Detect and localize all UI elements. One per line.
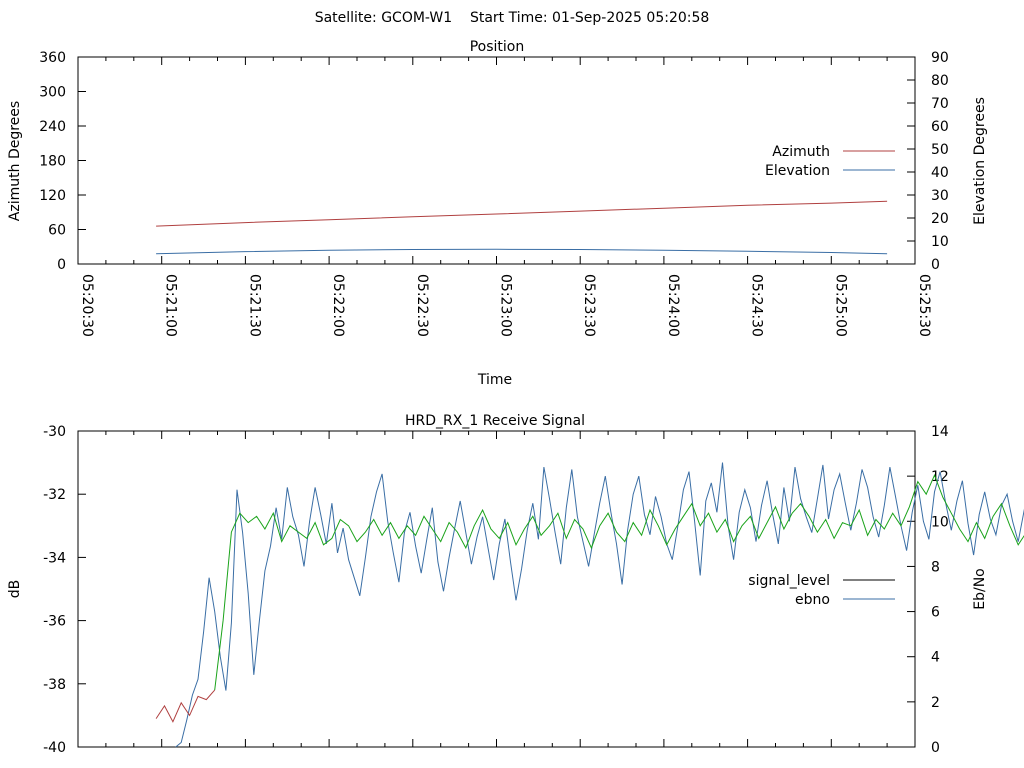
x-tick-label: 05:23:30 [581, 274, 597, 337]
legend-label-ebno: ebno [795, 592, 830, 608]
position-x-axis-label: Time [477, 372, 512, 388]
position-plot-border [77, 56, 916, 265]
y-tick-label: 240 [39, 119, 66, 135]
elevation-line [156, 248, 888, 255]
y-tick-label: 360 [39, 50, 66, 66]
x-tick-label: 05:20:30 [79, 274, 95, 337]
signal-level-line-acquisition [155, 689, 216, 723]
y-tick-label: -30 [43, 424, 66, 440]
x-tick-label: 05:24:00 [665, 274, 681, 337]
receive-signal-y-axis-label: dB [7, 580, 23, 599]
y2-tick-label: 10 [931, 234, 949, 250]
y-tick-label: 180 [39, 154, 66, 170]
position-y-axis-label: Azimuth Degrees [7, 101, 23, 221]
receive-signal-chart-title: HRD_RX_1 Receive Signal [405, 413, 585, 429]
y-tick-label: -38 [43, 677, 66, 693]
header-title: Satellite: GCOM-W1 Start Time: 01-Sep-20… [315, 10, 710, 26]
position-chart-title: Position [470, 39, 525, 55]
position-panel: Position 0 60 120 180 240 300 360 0 10 20 30 40 50 60… [7, 39, 988, 388]
y2-tick-label: 30 [931, 188, 949, 204]
y-tick-label: 120 [39, 188, 66, 204]
x-tick-label: 05:21:00 [163, 274, 179, 337]
y2-tick-label: 40 [931, 165, 949, 181]
y2-tick-label: 0 [931, 740, 940, 756]
y2-tick-label: 0 [931, 257, 940, 273]
legend-label-azimuth: Azimuth [772, 144, 830, 160]
x-tick-label: 05:23:00 [498, 274, 514, 337]
y2-tick-label: 6 [931, 605, 940, 621]
azimuth-line [156, 200, 888, 227]
receive-signal-y2-axis-label: Eb/No [972, 568, 988, 610]
x-tick-label: 05:25:30 [916, 274, 932, 337]
position-y2-axis-label: Elevation Degrees [972, 97, 988, 225]
y2-tick-label: 80 [931, 73, 949, 89]
position-legend: Azimuth Elevation [765, 144, 895, 179]
y2-tick-label: 2 [931, 695, 940, 711]
y2-tick-label: 10 [931, 514, 949, 530]
x-tick-label: 05:25:00 [832, 274, 848, 337]
y-tick-label: 60 [48, 223, 66, 239]
y-tick-label: 300 [39, 85, 66, 101]
receive-signal-plot-border [77, 430, 916, 748]
x-tick-label: 05:22:00 [330, 274, 346, 337]
receive-signal-panel: HRD_RX_1 Receive Signal -40 -38 -36 -34 -32 -… [7, 413, 1024, 756]
y-tick-label: -40 [43, 740, 66, 756]
x-tick-label: 05:24:30 [749, 274, 765, 337]
y-tick-label: -32 [43, 487, 66, 503]
y2-tick-label: 90 [931, 50, 949, 66]
legend-label-elevation: Elevation [765, 163, 830, 179]
signal-level-line [214, 473, 1024, 691]
y2-tick-label: 8 [931, 559, 940, 575]
y2-tick-label: 50 [931, 142, 949, 158]
receive-signal-legend: signal_level ebno [748, 573, 895, 608]
y2-tick-label: 70 [931, 96, 949, 112]
legend-label-signal-level: signal_level [748, 573, 830, 589]
ebno-line [175, 462, 1024, 748]
y2-tick-label: 12 [931, 469, 949, 485]
y2-tick-label: 4 [931, 650, 940, 666]
x-tick-label: 05:21:30 [246, 274, 262, 337]
y-tick-label: -34 [43, 550, 66, 566]
x-tick-label: 05:22:30 [414, 274, 430, 337]
y-tick-label: -36 [43, 614, 66, 630]
y2-tick-label: 60 [931, 119, 949, 135]
y2-tick-label: 20 [931, 211, 949, 227]
y-tick-label: 0 [57, 257, 66, 273]
y2-tick-label: 14 [931, 424, 949, 440]
